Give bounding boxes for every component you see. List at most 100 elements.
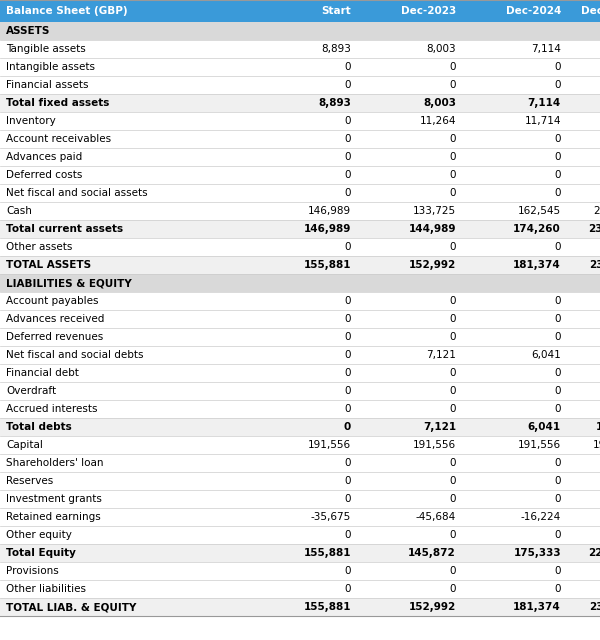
Bar [0, 130, 600, 148]
Text: 0: 0 [344, 134, 351, 144]
Bar [0, 400, 600, 418]
Bar [0, 508, 600, 526]
Bar [0, 310, 600, 328]
Text: 0: 0 [344, 188, 351, 198]
Text: 0: 0 [449, 386, 456, 396]
Bar [0, 148, 600, 166]
Text: Reserves: Reserves [6, 476, 53, 486]
Text: Accrued interests: Accrued interests [6, 404, 97, 414]
Text: -45,684: -45,684 [416, 512, 456, 522]
Text: Capital: Capital [6, 440, 43, 450]
Bar [0, 202, 600, 220]
Text: Dec-2025: Dec-2025 [581, 6, 600, 16]
Text: 0: 0 [344, 332, 351, 342]
Text: ASSETS: ASSETS [6, 26, 50, 36]
Text: 0: 0 [344, 170, 351, 180]
Bar [0, 40, 600, 58]
Text: 0: 0 [344, 584, 351, 594]
Text: 0: 0 [449, 368, 456, 378]
Text: 0: 0 [449, 494, 456, 504]
Text: 0: 0 [344, 368, 351, 378]
Bar [0, 346, 600, 364]
Text: 7,114: 7,114 [528, 98, 561, 108]
Text: Start: Start [321, 6, 351, 16]
Text: 0: 0 [344, 566, 351, 576]
Bar [0, 112, 600, 130]
Text: -16,224: -16,224 [521, 512, 561, 522]
Bar [0, 94, 600, 112]
Text: 8,893: 8,893 [321, 44, 351, 54]
Text: Other liabilities: Other liabilities [6, 584, 86, 594]
Text: 239,031: 239,031 [589, 260, 600, 270]
Bar [0, 238, 600, 256]
Text: 0: 0 [554, 530, 561, 540]
Text: 155,881: 155,881 [304, 260, 351, 270]
Text: 0: 0 [554, 188, 561, 198]
Text: Total fixed assets: Total fixed assets [6, 98, 109, 108]
Text: 0: 0 [554, 296, 561, 306]
Text: Inventory: Inventory [6, 116, 56, 126]
Text: 0: 0 [554, 242, 561, 252]
Text: 0: 0 [449, 242, 456, 252]
Text: 0: 0 [554, 170, 561, 180]
Text: 146,989: 146,989 [308, 206, 351, 216]
Text: Net fiscal and social debts: Net fiscal and social debts [6, 350, 143, 360]
Text: 0: 0 [554, 584, 561, 594]
Text: 0: 0 [344, 152, 351, 162]
Text: 0: 0 [554, 332, 561, 342]
Bar [0, 184, 600, 202]
Text: 191,556: 191,556 [413, 440, 456, 450]
Text: 0: 0 [449, 476, 456, 486]
Text: 0: 0 [449, 296, 456, 306]
Bar [0, 256, 600, 274]
Text: -35,675: -35,675 [311, 512, 351, 522]
Bar [0, 328, 600, 346]
Text: 6,041: 6,041 [531, 350, 561, 360]
Text: 144,989: 144,989 [409, 224, 456, 234]
Text: Advances paid: Advances paid [6, 152, 82, 162]
Text: 191,556: 191,556 [308, 440, 351, 450]
Text: 0: 0 [554, 494, 561, 504]
Text: 0: 0 [344, 80, 351, 90]
Text: Total Equity: Total Equity [6, 548, 76, 558]
Text: 155,881: 155,881 [304, 602, 351, 612]
Text: 0: 0 [344, 116, 351, 126]
Bar [0, 58, 600, 76]
Text: Advances received: Advances received [6, 314, 104, 324]
Text: 162,545: 162,545 [518, 206, 561, 216]
Text: Total debts: Total debts [6, 422, 72, 432]
Text: Account payables: Account payables [6, 296, 98, 306]
Text: 0: 0 [449, 314, 456, 324]
Text: 7,114: 7,114 [531, 44, 561, 54]
Text: 8,003: 8,003 [423, 98, 456, 108]
Text: Financial debt: Financial debt [6, 368, 79, 378]
Bar [0, 472, 600, 490]
Text: 11,264: 11,264 [419, 116, 456, 126]
Text: Dec-2024: Dec-2024 [506, 6, 561, 16]
Text: 0: 0 [449, 188, 456, 198]
Text: 0: 0 [449, 332, 456, 342]
Text: 0: 0 [554, 458, 561, 468]
Bar [0, 166, 600, 184]
Text: Deferred revenues: Deferred revenues [6, 332, 103, 342]
Text: 0: 0 [344, 242, 351, 252]
Text: 0: 0 [344, 314, 351, 324]
Text: 0: 0 [554, 314, 561, 324]
Text: 11,714: 11,714 [524, 116, 561, 126]
Text: Financial assets: Financial assets [6, 80, 89, 90]
Text: 155,881: 155,881 [304, 548, 351, 558]
Text: Dec-2023: Dec-2023 [401, 6, 456, 16]
Text: 0: 0 [554, 368, 561, 378]
Text: Investment grants: Investment grants [6, 494, 102, 504]
Text: 0: 0 [344, 386, 351, 396]
Text: 0: 0 [344, 62, 351, 72]
Bar [0, 526, 600, 544]
Text: Net fiscal and social assets: Net fiscal and social assets [6, 188, 148, 198]
Text: 0: 0 [449, 530, 456, 540]
Text: 0: 0 [344, 422, 351, 432]
Text: Cash: Cash [6, 206, 32, 216]
Text: 0: 0 [449, 584, 456, 594]
Text: 0: 0 [554, 476, 561, 486]
Bar [0, 598, 600, 616]
Text: 0: 0 [449, 566, 456, 576]
